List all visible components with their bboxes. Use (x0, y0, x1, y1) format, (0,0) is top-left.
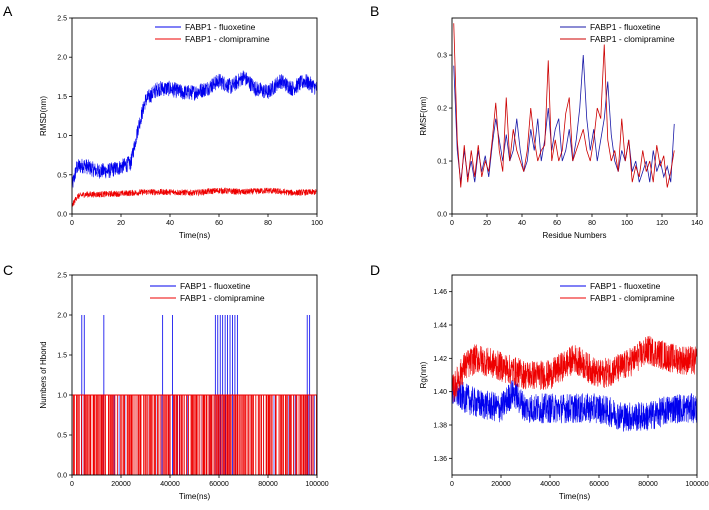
legend: FABP1 - fluoxetine FABP1 - clomipramine (150, 281, 265, 303)
y-tick-label: 2.0 (57, 313, 67, 320)
y-tick-label: 1.0 (57, 393, 67, 400)
x-tick-label: 40000 (160, 481, 180, 488)
x-tick-label: 20000 (491, 481, 511, 488)
panel-label: D (370, 262, 380, 278)
x-tick-label: 80 (588, 220, 596, 227)
chart-panel-c: C 0 20000 40000 60000 80000 100000 0.0 0.5 1.0 1.5… (3, 262, 329, 501)
panel-label: C (3, 262, 13, 278)
x-tick-label: 100 (311, 220, 323, 227)
legend-entry: FABP1 - fluoxetine (590, 22, 661, 32)
y-tick-label: 0.2 (437, 106, 447, 113)
series-clomipramine (72, 394, 317, 475)
y-tick-label: 0.5 (57, 433, 67, 440)
x-tick-label: 60000 (209, 481, 229, 488)
x-tick-label: 0 (70, 481, 74, 488)
series-line-clomipramine (453, 23, 675, 188)
y-axis-label: RMSD(nm) (39, 96, 48, 136)
x-tick-label: 140 (691, 220, 703, 227)
legend: FABP1 - fluoxetine FABP1 - clomipramine (560, 22, 675, 44)
legend-entry: FABP1 - fluoxetine (590, 281, 661, 291)
y-tick-label: 0.0 (437, 212, 447, 219)
chart-panel-a: A 0 20 40 60 80 100 0.0 0.5 1.0 1.5 2.0 2.5 Time(ns) R… (3, 3, 323, 240)
x-tick-label: 40 (166, 220, 174, 227)
x-tick-label: 0 (70, 220, 74, 227)
y-tick-label: 0.1 (437, 159, 447, 166)
series-line-clomipramine (452, 335, 697, 402)
x-tick-label: 100 (621, 220, 633, 227)
x-tick-label: 60 (215, 220, 223, 227)
y-axis-label: Rg(nm) (419, 361, 428, 388)
y-tick-label: 0.0 (57, 473, 67, 480)
y-tick-label: 1.38 (433, 423, 447, 430)
x-tick-label: 0 (450, 220, 454, 227)
y-tick-label: 2.5 (57, 273, 67, 280)
x-tick-label: 60 (553, 220, 561, 227)
legend-entry: FABP1 - fluoxetine (180, 281, 251, 291)
x-tick-label: 100000 (685, 481, 708, 488)
axes-frame (451, 274, 698, 476)
y-tick-label: 1.5 (57, 94, 67, 101)
legend-entry: FABP1 - clomipramine (590, 34, 675, 44)
legend: FABP1 - fluoxetine FABP1 - clomipramine (155, 22, 270, 44)
x-tick-label: 80000 (258, 481, 278, 488)
x-tick-label: 80000 (638, 481, 658, 488)
y-tick-label: 1.42 (433, 356, 447, 363)
x-tick-label: 40 (518, 220, 526, 227)
y-axis-label: Numbers of Hbond (39, 341, 48, 408)
y-tick-label: 1.44 (433, 323, 447, 330)
x-tick-label: 60000 (589, 481, 609, 488)
legend-entry: FABP1 - clomipramine (185, 34, 270, 44)
x-axis-label: Residue Numbers (542, 231, 606, 240)
x-axis-label: Time(ns) (179, 231, 211, 240)
series-line-clomipramine (72, 187, 317, 208)
y-tick-label: 1.40 (433, 389, 447, 396)
legend-entry: FABP1 - clomipramine (180, 293, 265, 303)
chart-panel-d: D 0 20000 40000 60000 80000 100000 1.36 1.38 1.40… (370, 262, 709, 501)
y-tick-label: 2.5 (57, 16, 67, 23)
legend: FABP1 - fluoxetine FABP1 - clomipramine (560, 281, 675, 303)
axes-frame (71, 17, 318, 215)
y-tick-label: 1.46 (433, 289, 447, 296)
x-tick-label: 120 (656, 220, 668, 227)
y-tick-label: 1.0 (57, 133, 67, 140)
panel-label: A (3, 3, 13, 19)
legend-entry: FABP1 - fluoxetine (185, 22, 256, 32)
x-axis-label: Time(ns) (179, 492, 211, 501)
x-tick-label: 20 (483, 220, 491, 227)
y-axis-label: RMSF(nm) (419, 96, 428, 135)
x-axis-label: Time(ns) (559, 492, 591, 501)
axes-frame (71, 274, 318, 476)
y-tick-label: 1.5 (57, 353, 67, 360)
series-line-fluoxetine (72, 70, 317, 189)
plot-area (72, 70, 317, 208)
series-line-fluoxetine (452, 377, 697, 432)
y-tick-label: 0.5 (57, 172, 67, 179)
chart-panel-b: B 0 20 40 60 80 100 120 140 0.0 0.1 0.2 0.3 Residue N… (370, 3, 703, 240)
y-tick-label: 2.0 (57, 55, 67, 62)
panel-label: B (370, 3, 379, 19)
x-tick-label: 20 (117, 220, 125, 227)
x-tick-label: 0 (450, 481, 454, 488)
axes-frame (451, 17, 698, 215)
y-tick-label: 1.36 (433, 456, 447, 463)
x-tick-label: 100000 (305, 481, 328, 488)
x-tick-label: 80 (264, 220, 272, 227)
plot-area (453, 23, 675, 188)
plot-area (452, 335, 697, 432)
y-tick-label: 0.3 (437, 53, 447, 60)
legend-entry: FABP1 - clomipramine (590, 293, 675, 303)
x-tick-label: 20000 (111, 481, 131, 488)
plot-area (72, 315, 317, 475)
y-tick-label: 0.0 (57, 212, 67, 219)
x-tick-label: 40000 (540, 481, 560, 488)
